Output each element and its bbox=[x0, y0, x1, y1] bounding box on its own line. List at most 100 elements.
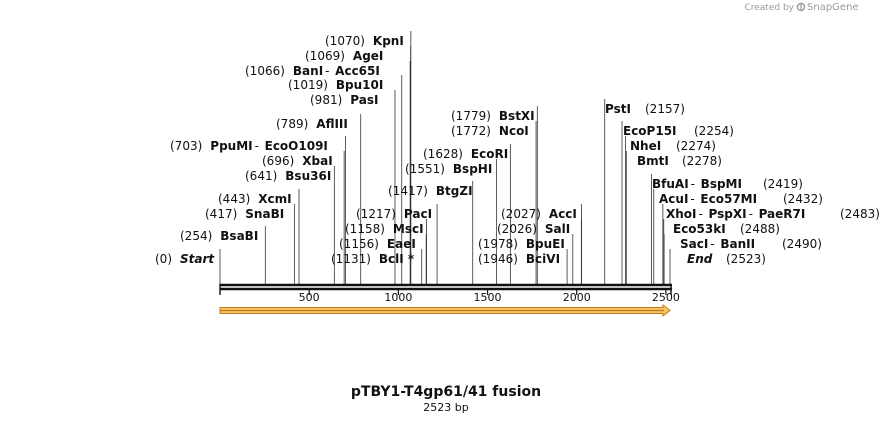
site-xhoi[interactable]: (2483)XhoI - PspXI - PaeR7I bbox=[662, 204, 880, 284]
enzyme-name: PspXI bbox=[709, 207, 747, 221]
site-sali[interactable]: (2026) SalI bbox=[497, 219, 582, 284]
enzyme-name: EcoP15I bbox=[623, 124, 677, 138]
site-position: (1217) bbox=[356, 207, 396, 221]
site-ppumi[interactable]: (703) PpuMI - EcoO109I bbox=[170, 136, 346, 284]
enzyme-name: BclI * bbox=[379, 252, 415, 266]
site-position: (2026) bbox=[497, 222, 537, 236]
enzyme-name: PaeR7I bbox=[759, 207, 806, 221]
site-position: (1131) bbox=[331, 252, 371, 266]
enzyme-name: Eco57MI bbox=[700, 192, 757, 206]
site-nhei[interactable]: (2274) NheI bbox=[625, 136, 716, 284]
enzyme-name: AflIII bbox=[316, 117, 348, 131]
site-bsabi[interactable]: (254) BsaBI bbox=[180, 226, 266, 284]
site-position: (1946) bbox=[478, 252, 518, 266]
site-btgzi[interactable]: (1417) BtgZI bbox=[388, 181, 475, 284]
site-position: (2483) bbox=[840, 207, 880, 221]
site-position: (2488) bbox=[740, 222, 780, 236]
site-ecori[interactable]: (1628) EcoRI bbox=[423, 144, 511, 284]
site-bpu10i[interactable]: (1019) Bpu10I bbox=[288, 75, 403, 284]
site-bsphi[interactable]: (1551) BspHI bbox=[405, 159, 498, 284]
site-position: (2274) bbox=[676, 139, 716, 153]
enzyme-name: MscI bbox=[393, 222, 424, 236]
enzyme-name: BspHI bbox=[453, 162, 492, 176]
site-snabi[interactable]: (417) SnaBI bbox=[205, 204, 295, 284]
site-position: (1156) bbox=[339, 237, 379, 251]
site-xbai[interactable]: (696) XbaI bbox=[262, 151, 345, 284]
enzyme-name: Bsu36I bbox=[285, 169, 331, 183]
site-psti[interactable]: (2157) PstI bbox=[604, 99, 685, 284]
site-bani[interactable]: (1066) BanI - Acc65I bbox=[245, 61, 411, 284]
enzyme-name: BspMI bbox=[701, 177, 742, 191]
site-position: (1069) bbox=[305, 49, 345, 63]
enzyme-name: BanI bbox=[293, 64, 323, 78]
site-bcli[interactable]: (1131) BclI * bbox=[331, 249, 423, 284]
site-acci[interactable]: (2027) AccI bbox=[501, 204, 582, 284]
site-marker-start: Start bbox=[180, 252, 215, 266]
enzyme-name: Bpu10I bbox=[336, 78, 383, 92]
site-start[interactable]: (0) Start bbox=[155, 249, 221, 284]
enzyme-name: NcoI bbox=[499, 124, 529, 138]
site-bmti[interactable]: (2278) BmtI bbox=[625, 151, 722, 284]
created-by-text: Created by bbox=[744, 3, 794, 13]
site-position: (254) bbox=[180, 229, 212, 243]
site-position: (443) bbox=[218, 192, 250, 206]
site-xcmi[interactable]: (443) XcmI bbox=[218, 189, 300, 284]
enzyme-name: BsaBI bbox=[220, 229, 258, 243]
site-position: (1158) bbox=[345, 222, 385, 236]
site-position: (2419) bbox=[763, 177, 803, 191]
enzyme-name: PasI bbox=[350, 93, 378, 107]
enzyme-name: XcmI bbox=[258, 192, 291, 206]
enzyme-name: PacI bbox=[404, 207, 432, 221]
enzyme-name: BanII bbox=[720, 237, 755, 251]
enzyme-name: SalI bbox=[545, 222, 570, 236]
site-name-separator: - bbox=[691, 177, 695, 191]
site-bstxi[interactable]: (1779) BstXI bbox=[451, 106, 538, 284]
site-bpuei[interactable]: (1978) BpuEI bbox=[478, 234, 574, 284]
enzyme-name: BtgZI bbox=[436, 184, 473, 198]
site-bcivi[interactable]: (1946) BciVI bbox=[478, 249, 568, 284]
axis-tick-label-2000: 2000 bbox=[563, 291, 591, 304]
site-position: (2278) bbox=[682, 154, 722, 168]
site-position: (789) bbox=[276, 117, 308, 131]
site-saci[interactable]: (2490) SacI - BanII bbox=[663, 234, 822, 284]
enzyme-name: XhoI bbox=[666, 207, 697, 221]
site-position: (417) bbox=[205, 207, 237, 221]
site-bfuai[interactable]: (2419)BfuAI - BspMI bbox=[651, 174, 803, 284]
enzyme-name: BfuAI bbox=[652, 177, 689, 191]
site-eco53ki[interactable]: (2488) Eco53kI bbox=[663, 219, 780, 284]
site-position: (2254) bbox=[694, 124, 734, 138]
site-acui[interactable]: (2432)AcuI - Eco57MI bbox=[653, 189, 823, 284]
plasmid-length: 2523 bp bbox=[423, 401, 468, 414]
snapgene-logo-icon bbox=[796, 2, 806, 12]
site-position: (1019) bbox=[288, 78, 328, 92]
site-position: (696) bbox=[262, 154, 294, 168]
enzyme-name: PpuMI bbox=[210, 139, 252, 153]
site-marker-end: End bbox=[687, 252, 713, 266]
site-msci[interactable]: (1158) MscI bbox=[345, 219, 427, 284]
site-name-separator: - bbox=[255, 139, 259, 153]
site-ncoi[interactable]: (1772) NcoI bbox=[451, 121, 537, 284]
site-name-separator: - bbox=[699, 207, 703, 221]
site-position: (1628) bbox=[423, 147, 463, 161]
site-bsu36i[interactable]: (641) Bsu36I bbox=[245, 166, 335, 284]
site-position: (2027) bbox=[501, 207, 541, 221]
site-position: (981) bbox=[310, 93, 342, 107]
site-name-separator: - bbox=[749, 207, 753, 221]
axis-tick-label-1500: 1500 bbox=[474, 291, 502, 304]
enzyme-name: SnaBI bbox=[245, 207, 284, 221]
site-position: (1779) bbox=[451, 109, 491, 123]
site-ecop15i[interactable]: (2254) EcoP15I bbox=[621, 121, 734, 284]
enzyme-name: AccI bbox=[549, 207, 577, 221]
enzyme-name: SacI bbox=[680, 237, 708, 251]
site-pasi[interactable]: (981) PasI bbox=[310, 90, 396, 284]
site-name-separator: - bbox=[690, 192, 694, 206]
site-position: (703) bbox=[170, 139, 202, 153]
site-paci[interactable]: (1217) PacI bbox=[356, 204, 438, 284]
enzyme-name: BpuEI bbox=[526, 237, 565, 251]
site-end[interactable]: (2523) End bbox=[669, 249, 766, 284]
site-afliii[interactable]: (789) AflIII bbox=[276, 114, 362, 284]
enzyme-name: BstXI bbox=[499, 109, 535, 123]
feature-track bbox=[219, 303, 671, 318]
site-kpni[interactable]: (1070) KpnI bbox=[325, 31, 412, 284]
